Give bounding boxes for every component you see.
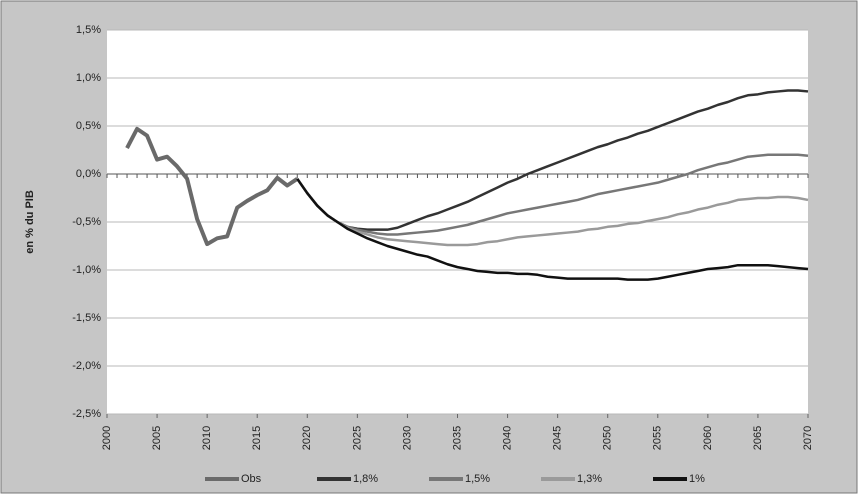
y-axis-label: en % du PIB [24, 190, 36, 254]
x-tick-label: 2030 [401, 426, 413, 450]
y-tick-label: 0,0% [76, 168, 101, 180]
y-tick-label: 1,0% [76, 72, 101, 84]
legend-label: 1,8% [353, 473, 378, 485]
x-tick-label: 2065 [752, 426, 764, 450]
x-tick-label: 2060 [702, 426, 714, 450]
x-tick-label: 2000 [101, 426, 113, 450]
x-tick-label: 2055 [652, 426, 664, 450]
y-tick-label: 1,5% [76, 24, 101, 36]
x-tick-label: 2025 [351, 426, 363, 450]
x-tick-label: 2045 [552, 426, 564, 450]
y-tick-label: -2,0% [72, 360, 101, 372]
legend-label: 1,3% [577, 473, 602, 485]
y-tick-label: -0,5% [72, 216, 101, 228]
x-tick-label: 2070 [802, 426, 814, 450]
series-line [296, 178, 809, 281]
legend-label: Obs [241, 473, 262, 485]
y-tick-label: -1,5% [72, 312, 101, 324]
series-line [125, 126, 299, 247]
series-line [296, 153, 809, 236]
legend-label: 1,5% [465, 473, 490, 485]
legend-label: 1% [689, 473, 705, 485]
y-tick-label: -2,5% [72, 408, 101, 420]
x-tick-label: 2020 [301, 426, 313, 450]
x-tick-label: 2010 [201, 426, 213, 450]
y-tick-label: 0,5% [76, 120, 101, 132]
x-tick-label: 2005 [151, 426, 163, 450]
x-tick-label: 2015 [251, 426, 263, 450]
x-tick-label: 2050 [602, 426, 614, 450]
x-tick-label: 2035 [451, 426, 463, 450]
series-line [296, 89, 809, 231]
series-line [296, 178, 809, 247]
y-tick-label: -1,0% [72, 264, 101, 276]
x-tick-label: 2040 [501, 426, 513, 450]
